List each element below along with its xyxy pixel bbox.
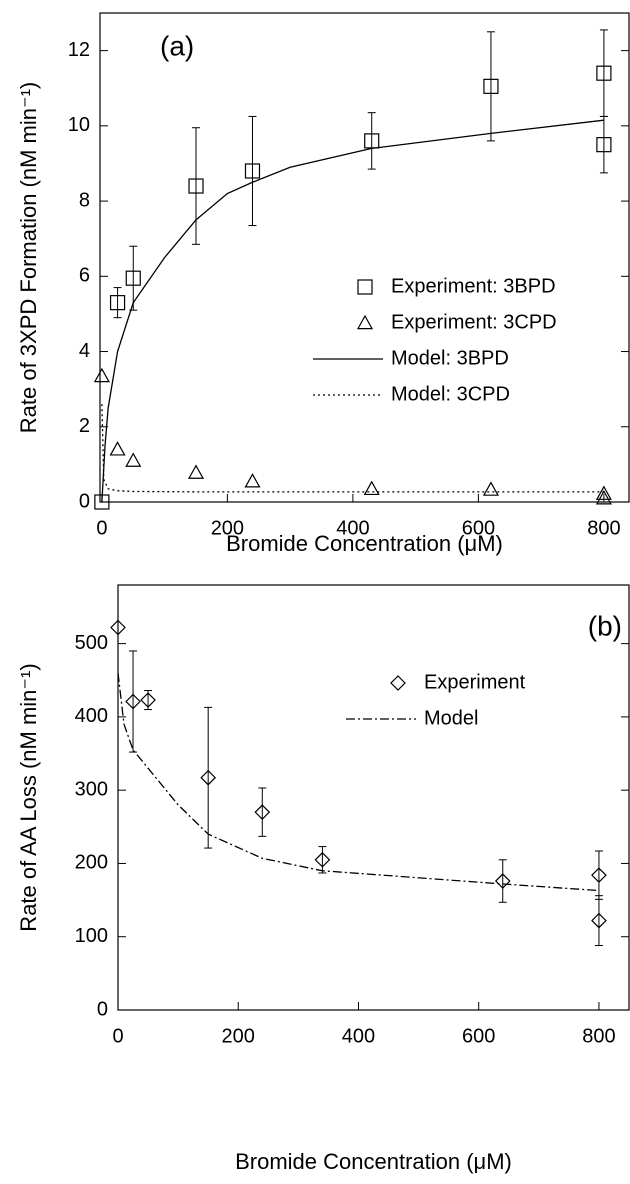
x-tick-label: 800	[587, 517, 620, 539]
legend-label: Experiment: 3CPD	[391, 311, 557, 333]
y-tick-label: 10	[68, 114, 90, 136]
marker	[494, 873, 511, 889]
legend-label: Model	[424, 707, 478, 729]
x-tick-label: 200	[211, 517, 244, 539]
legend-label: Model: 3BPD	[391, 347, 509, 369]
panel-label: (b)	[588, 610, 622, 641]
marker	[595, 490, 612, 505]
y-tick-label: 0	[97, 998, 108, 1020]
x-tick-label: 400	[342, 1025, 375, 1047]
y-tick-label: 12	[68, 39, 90, 61]
marker	[596, 65, 612, 81]
marker	[483, 78, 499, 94]
x-axis-label: Bromide Concentration (μM)	[235, 1149, 512, 1174]
marker	[93, 367, 110, 383]
marker	[591, 912, 607, 929]
marker	[244, 473, 261, 488]
model-line	[101, 404, 604, 493]
legend-marker	[356, 314, 374, 330]
marker	[187, 464, 205, 479]
legend-label: Experiment: 3BPD	[391, 275, 556, 297]
marker	[110, 619, 126, 636]
x-axis-label: Bromide Concentration (μM)	[226, 531, 503, 556]
marker	[109, 295, 126, 311]
x-tick-label: 400	[336, 517, 369, 539]
y-tick-label: 2	[79, 415, 90, 437]
y-tick-label: 8	[79, 189, 90, 211]
marker	[125, 270, 141, 286]
y-tick-label: 0	[79, 490, 90, 512]
y-tick-label: 100	[75, 925, 108, 947]
model-line	[117, 672, 599, 892]
marker	[596, 137, 612, 153]
marker	[244, 163, 261, 179]
x-tick-label: 600	[462, 1025, 495, 1047]
marker	[314, 851, 331, 868]
marker	[125, 452, 142, 467]
marker	[254, 804, 271, 821]
legend-label: Model: 3CPD	[391, 383, 510, 405]
marker	[595, 485, 612, 500]
marker	[188, 178, 204, 194]
plot-frame	[117, 584, 630, 1011]
model-line	[101, 119, 604, 503]
legend-marker	[357, 279, 373, 295]
marker	[363, 480, 380, 496]
panel-label: (a)	[160, 30, 194, 61]
marker	[140, 692, 156, 708]
x-tick-label: 200	[222, 1025, 255, 1047]
x-tick-label: 0	[112, 1025, 123, 1047]
x-tick-label: 0	[96, 517, 107, 539]
y-axis-label: Rate of 3XPD Formation (nM min⁻¹)	[16, 82, 41, 433]
marker	[125, 693, 141, 710]
y-tick-label: 200	[75, 852, 108, 874]
marker	[200, 769, 217, 786]
y-axis-label: Rate of AA Loss (nM min⁻¹)	[16, 663, 41, 931]
x-tick-label: 600	[462, 517, 495, 539]
y-tick-label: 400	[75, 705, 108, 727]
y-tick-label: 6	[79, 265, 90, 287]
legend-marker	[390, 675, 406, 691]
legend-label: Experiment	[424, 671, 526, 693]
y-tick-label: 300	[75, 778, 108, 800]
y-tick-label: 4	[79, 340, 90, 362]
marker	[482, 481, 499, 496]
plot-frame	[99, 12, 630, 503]
marker	[109, 441, 126, 456]
x-tick-label: 800	[582, 1025, 615, 1047]
marker	[591, 867, 607, 884]
y-tick-label: 500	[75, 632, 108, 654]
